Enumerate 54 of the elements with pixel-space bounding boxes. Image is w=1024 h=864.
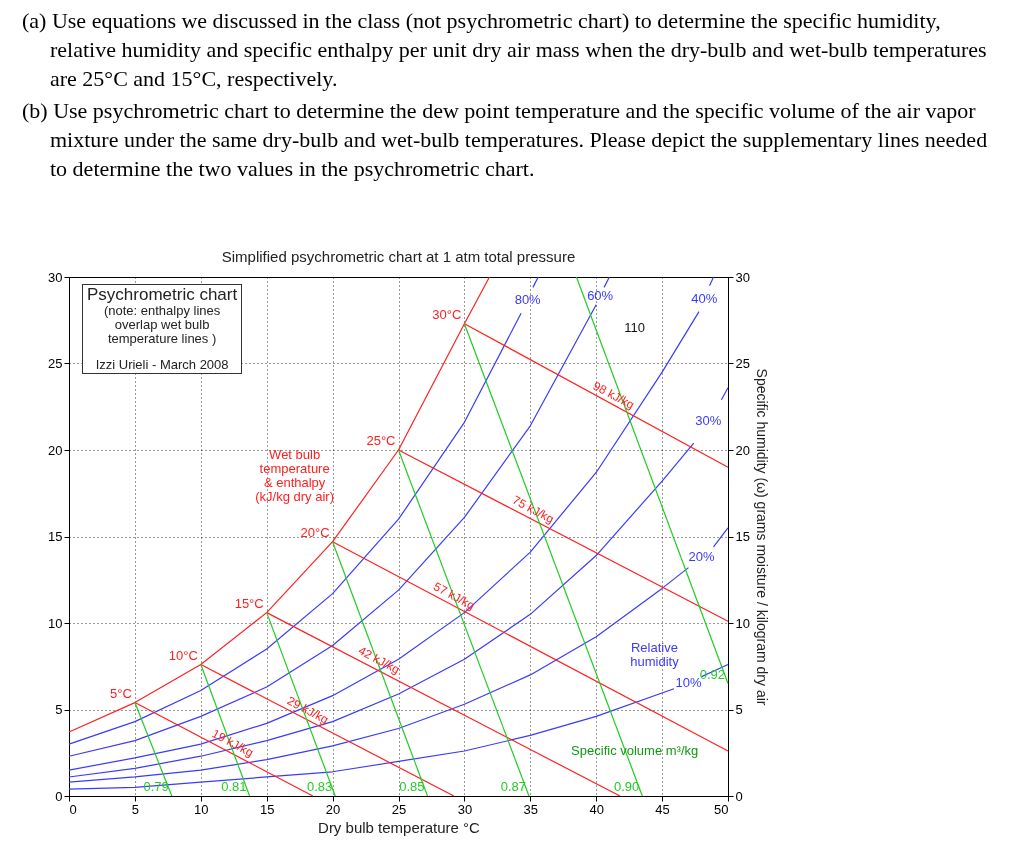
series-label: 80%: [514, 292, 542, 308]
x-tick-label: 0: [69, 801, 77, 817]
y-tick-label: 25: [48, 356, 63, 371]
series-label: 30°C: [432, 306, 462, 322]
y-tick-label: 0: [55, 788, 63, 804]
x-tick-label: 30: [457, 801, 473, 817]
x-tick-label: 40: [589, 801, 604, 817]
y-tick-label: 30: [48, 269, 63, 285]
x-tick-label: 10: [194, 801, 209, 817]
series-label: 60%: [587, 288, 614, 304]
series-label: 40%: [691, 290, 718, 306]
y2-tick-label: 20: [735, 442, 750, 458]
y2-tick-label: 25: [735, 356, 750, 371]
x-tick-label: 45: [655, 801, 670, 817]
note-box: Psychrometric chart (note: enthalpy lines overlap wet bulb temperature lines ) Izzi Urieli - March 2008: [82, 284, 243, 374]
x-tick-label: 25: [391, 801, 407, 817]
series-label: 15°C: [234, 595, 264, 611]
series-label: 0.92: [699, 666, 725, 682]
y2-axis-title: Specific humidity (ω) grams moisture / kilogram dry air: [753, 368, 770, 706]
annotation: Psychrometric chart: [87, 285, 238, 304]
text: (a) Use equations we discussed in the class (not psychrometric chart) to determine the specific humidity, relative humidity and specific enthalpy per unit dry air mass when the dry-bulb and wet-bulb temperatures are 25°C and 15°C, respectively.: [22, 7, 988, 93]
x-tick-label: 5: [131, 801, 140, 817]
series-label: 0.81: [221, 779, 247, 794]
series-label: 30%: [695, 413, 722, 429]
y-tick-label: 15: [48, 529, 63, 544]
series-label: 0.87: [500, 779, 526, 794]
y-tick-label: 5: [55, 702, 63, 717]
annotation: (note: enthalpy lines overlap wet bulb temperature lines ): [102, 303, 222, 346]
annotation: Relative humidity: [630, 639, 679, 669]
x-tick-label: 50: [714, 801, 729, 817]
x-tick-label: 15: [259, 801, 275, 817]
series-label: 25°C: [366, 433, 396, 448]
y2-tick-label: 0: [735, 788, 743, 804]
y2-tick-label: 5: [735, 702, 743, 717]
series-label: 0.90: [614, 779, 640, 794]
y2-tick-label: 10: [735, 615, 750, 631]
series-label: 5°C: [110, 685, 132, 701]
x-axis-title: Dry bulb temperature °C: [318, 818, 481, 836]
series-label: 0.85: [399, 779, 425, 794]
y-tick-label: 20: [48, 442, 63, 458]
chart-title: Simplified psychrometric chart at 1 atm total pressure: [221, 248, 576, 265]
y2-tick-label: 15: [735, 529, 750, 544]
annotation: 110: [624, 319, 646, 335]
series-label: 0.83: [306, 779, 333, 794]
y2-tick-label: 30: [735, 269, 750, 285]
series-label: 20%: [688, 549, 716, 565]
text: (b) Use psychrometric chart to determine the dew point temperature and the specific volume of the air vapor mixture under the same dry-bulb and wet-bulb temperatures. Please depict the supplementary lines needed to determine the two values in the psychrometric chart.: [22, 97, 989, 183]
x-tick-label: 20: [325, 801, 341, 817]
annotation: Wet bulb temperature & enthalpy (kJ/kg dry air): [255, 446, 335, 504]
y-tick-label: 10: [48, 615, 63, 631]
x-tick-label: 35: [523, 801, 539, 817]
series-label: 20°C: [300, 524, 330, 540]
annotation: Izzi Urieli - March 2008: [94, 357, 230, 372]
series-label: 10°C: [168, 647, 198, 663]
